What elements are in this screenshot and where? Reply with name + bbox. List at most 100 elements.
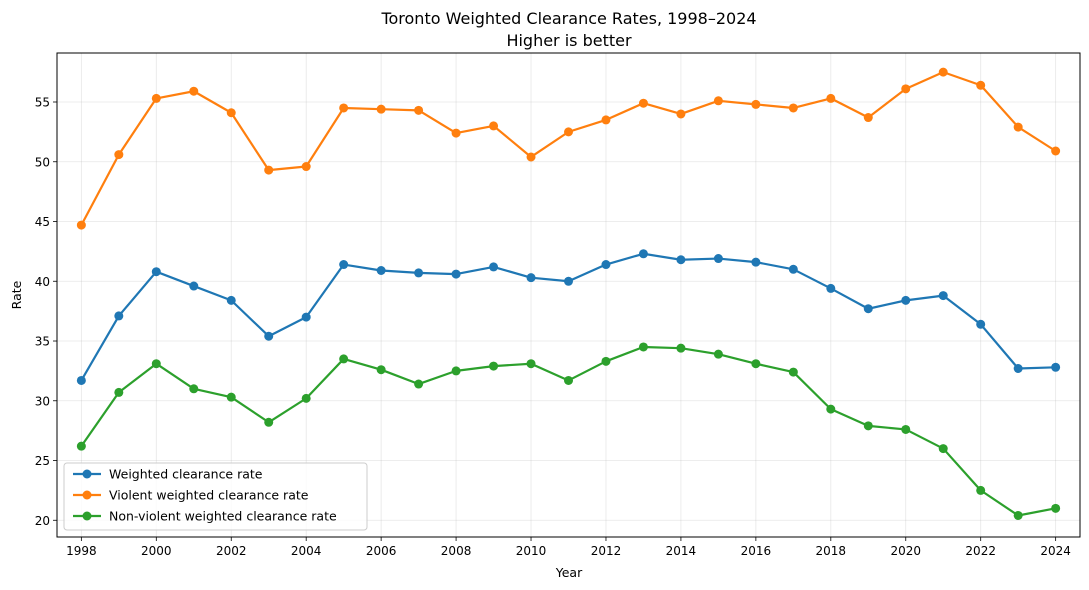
data-point [1013,122,1023,132]
y-tick-label: 30 [35,394,50,408]
data-point [938,444,948,454]
x-tick-label: 2008 [441,544,472,558]
data-point [151,359,161,369]
x-tick-label: 2002 [216,544,247,558]
data-point [376,266,386,276]
data-point [489,121,499,131]
series-2 [76,67,1061,230]
chart-title: Toronto Weighted Clearance Rates, 1998–2… [380,9,756,28]
x-tick-label: 2012 [591,544,622,558]
data-point [1051,503,1061,513]
data-point [414,105,424,115]
x-tick-label: 2000 [141,544,172,558]
data-point [564,375,573,385]
data-point [676,343,686,353]
legend-swatch-marker [82,490,92,500]
y-tick-label: 40 [35,275,50,289]
x-tick-label: 2014 [666,544,697,558]
data-point [76,220,86,230]
x-tick-label: 2006 [366,544,397,558]
data-point [1013,510,1023,520]
data-point [264,165,274,175]
data-point [564,127,573,137]
x-axis-label: Year [555,565,583,580]
y-tick-label: 55 [35,95,50,109]
data-point [376,365,386,375]
data-point [976,485,986,495]
x-tick-label: 2022 [965,544,996,558]
data-point [301,162,311,172]
data-point [826,404,836,414]
data-point [901,295,911,305]
data-point [526,359,536,369]
data-point [638,342,648,352]
data-point [301,393,311,403]
data-point [76,441,86,451]
data-point [788,264,798,274]
data-point [451,366,461,376]
data-point [976,80,986,90]
data-point [788,103,798,113]
series-line [80,71,1057,226]
data-point [226,108,236,118]
y-tick-label: 20 [35,514,50,528]
data-point [189,281,199,291]
data-point [264,417,274,427]
data-point [863,421,873,431]
data-point [114,387,124,397]
data-point [451,128,461,138]
legend-label: Weighted clearance rate [109,467,263,482]
data-point [863,304,873,314]
legend-swatch-marker [82,511,92,521]
y-tick-label: 25 [35,454,50,468]
data-point [1051,146,1061,156]
data-point [414,379,424,389]
data-point [938,67,948,77]
data-point [151,93,161,103]
data-point [189,86,199,96]
data-point [114,311,124,321]
x-tick-label: 2018 [816,544,847,558]
data-point [76,375,86,385]
legend-label: Violent weighted clearance rate [109,488,309,503]
data-point [676,109,686,119]
data-point [901,84,911,94]
data-point [938,291,948,301]
series-1 [76,249,1061,385]
data-point [226,295,236,305]
data-point [526,152,536,162]
data-point [601,260,611,270]
data-point [189,384,199,394]
legend-swatch-marker [82,469,92,479]
x-tick-label: 2020 [890,544,921,558]
chart-subtitle: Higher is better [506,31,632,50]
legend: Weighted clearance rate Violent weighted … [63,462,368,531]
data-point [976,319,986,329]
data-point [788,367,798,377]
legend-label: Non-violent weighted clearance rate [109,509,337,524]
data-point [564,276,573,286]
data-point [264,331,274,341]
data-point [489,262,499,272]
data-point [489,361,499,371]
y-tick-label: 45 [35,215,50,229]
x-tick-label: 2004 [291,544,322,558]
x-tick-label: 2016 [741,544,772,558]
data-point [339,354,349,364]
data-point [1013,363,1023,373]
data-point [601,115,611,125]
data-point [339,103,349,113]
data-point [414,268,424,278]
legend-box [63,462,368,531]
data-point [226,392,236,402]
data-point [826,93,836,103]
series-3 [76,342,1061,520]
data-point [713,254,723,264]
data-point [751,359,761,369]
data-point [751,99,761,109]
y-axis-label: Rate [9,280,24,309]
series-lines [76,67,1061,520]
data-point [713,96,723,106]
data-point [601,356,611,366]
